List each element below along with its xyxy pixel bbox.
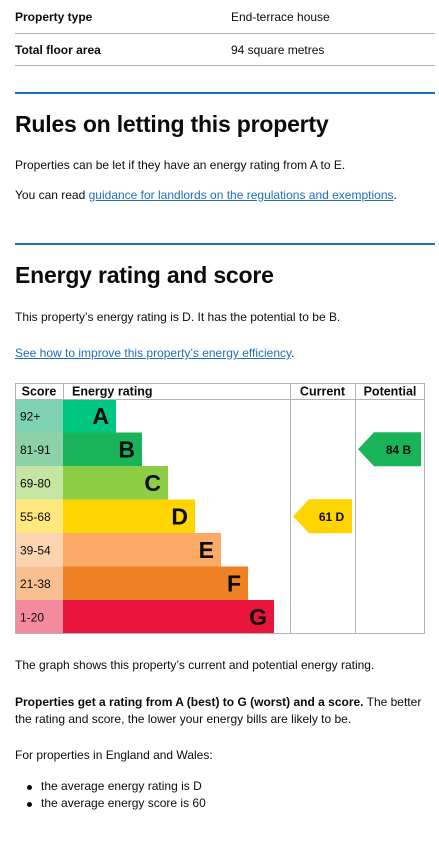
england-wales-intro: For properties in England and Wales: bbox=[15, 748, 213, 762]
rating-bar-b bbox=[63, 432, 142, 466]
score-cell-a bbox=[15, 399, 63, 433]
energy-rating-chart: Score Energy rating Current Potential 92+ A 81… bbox=[15, 383, 425, 634]
rating-letter-f: F bbox=[227, 570, 241, 596]
score-range-g: 1-20 bbox=[20, 610, 44, 624]
rating-bar-d bbox=[63, 499, 195, 533]
summary-key: Total floor area bbox=[15, 42, 101, 57]
section-divider bbox=[15, 243, 435, 245]
improve-efficiency-link[interactable]: See how to improve this property’s energ… bbox=[15, 346, 292, 360]
score-cell-e bbox=[15, 533, 63, 567]
improve-link-suffix: . bbox=[291, 346, 295, 360]
score-cell-d bbox=[15, 499, 63, 533]
letting-paragraph: Properties can be let if they have an en… bbox=[15, 158, 346, 172]
summary-value: 94 square metres bbox=[231, 42, 325, 57]
summary-value: End-terrace house bbox=[231, 9, 330, 24]
rating-letter-e: E bbox=[199, 537, 214, 563]
score-range-f: 21-38 bbox=[20, 577, 51, 591]
energy-heading: Energy rating and score bbox=[15, 262, 274, 288]
rating-explanation-rest: The better the rating and score, the low… bbox=[15, 695, 422, 726]
rating-explanation: Properties get a rating from A (best) to… bbox=[15, 694, 425, 728]
section-divider bbox=[15, 92, 435, 94]
score-range-a: 92+ bbox=[20, 409, 40, 423]
score-range-b: 81-91 bbox=[20, 443, 51, 457]
summary-key: Property type bbox=[15, 9, 93, 24]
list-item: the average energy rating is D bbox=[24, 778, 206, 795]
potential-rating-arrow bbox=[358, 432, 421, 467]
header-score: Score bbox=[22, 385, 57, 399]
potential-rating-label: 84 B bbox=[386, 443, 412, 457]
score-range-e: 39-54 bbox=[20, 543, 51, 557]
summary-row-floor-area: Total floor area 94 square metres bbox=[15, 34, 435, 66]
rating-letter-a: A bbox=[92, 403, 109, 429]
score-cell-f bbox=[15, 566, 63, 600]
energy-rating-paragraph: This property’s energy rating is D. It h… bbox=[15, 310, 341, 324]
property-summary: Property type End-terrace house Total fl… bbox=[15, 0, 435, 66]
landlord-guidance-link[interactable]: guidance for landlords on the regulation… bbox=[88, 188, 394, 202]
rating-bar-e bbox=[63, 533, 221, 567]
letting-guidance-paragraph: You can read guidance for landlords on t… bbox=[15, 187, 425, 204]
guidance-prefix: You can read bbox=[15, 188, 89, 202]
score-cell-g bbox=[15, 600, 63, 634]
rating-letter-b: B bbox=[118, 436, 135, 462]
rating-bar-g bbox=[63, 600, 274, 634]
rating-letter-g: G bbox=[249, 604, 267, 630]
rating-explanation-bold: Properties get a rating from A (best) to… bbox=[15, 695, 364, 709]
rating-bar-c bbox=[63, 466, 168, 500]
rating-letter-c: C bbox=[144, 470, 161, 496]
average-list: the average energy rating is D the avera… bbox=[24, 778, 206, 812]
letting-heading: Rules on letting this property bbox=[15, 111, 329, 137]
rating-bar-f bbox=[63, 566, 248, 600]
score-range-d: 55-68 bbox=[20, 510, 51, 524]
header-energy-rating: Energy rating bbox=[72, 385, 153, 399]
graph-description: The graph shows this property’s current … bbox=[15, 658, 375, 672]
current-rating-label: 61 D bbox=[319, 510, 345, 524]
list-item: the average energy score is 60 bbox=[24, 795, 206, 812]
summary-row-property-type: Property type End-terrace house bbox=[15, 0, 435, 34]
rating-bar-a bbox=[63, 399, 116, 433]
score-cell-c bbox=[15, 466, 63, 500]
header-current: Current bbox=[300, 385, 346, 399]
energy-rating-graph: Score Energy rating Current Potential 92+ A 81… bbox=[15, 383, 425, 634]
header-potential: Potential bbox=[364, 385, 417, 399]
guidance-suffix: . bbox=[393, 188, 397, 202]
current-rating-arrow bbox=[293, 499, 352, 534]
rating-letter-d: D bbox=[171, 503, 188, 529]
score-range-c: 69-80 bbox=[20, 476, 51, 490]
chart-border bbox=[15, 383, 425, 634]
improve-link-paragraph: See how to improve this property’s energ… bbox=[15, 345, 425, 362]
score-cell-b bbox=[15, 432, 63, 466]
